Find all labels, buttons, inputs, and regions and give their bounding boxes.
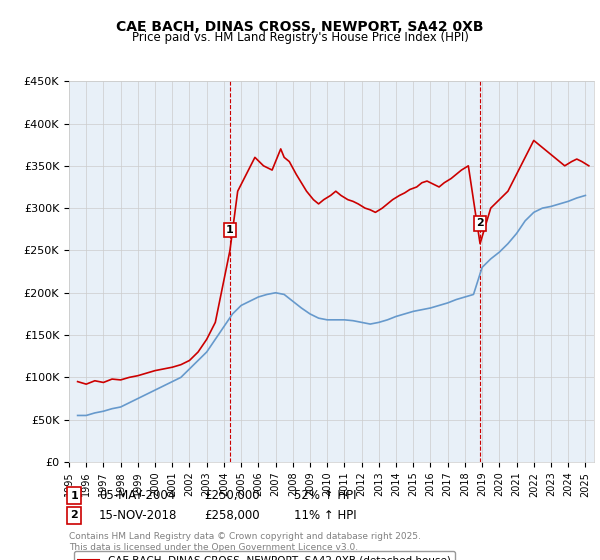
- Text: Contains HM Land Registry data © Crown copyright and database right 2025.
This d: Contains HM Land Registry data © Crown c…: [69, 532, 421, 552]
- Text: 11% ↑ HPI: 11% ↑ HPI: [294, 508, 356, 522]
- Text: 1: 1: [226, 225, 234, 235]
- Text: CAE BACH, DINAS CROSS, NEWPORT, SA42 0XB: CAE BACH, DINAS CROSS, NEWPORT, SA42 0XB: [116, 20, 484, 34]
- Text: 2: 2: [476, 218, 484, 228]
- Text: £250,000: £250,000: [204, 489, 260, 502]
- Text: 52% ↑ HPI: 52% ↑ HPI: [294, 489, 356, 502]
- Text: Price paid vs. HM Land Registry's House Price Index (HPI): Price paid vs. HM Land Registry's House …: [131, 31, 469, 44]
- Text: 2: 2: [70, 510, 78, 520]
- Legend: CAE BACH, DINAS CROSS, NEWPORT, SA42 0XB (detached house), HPI: Average price, d: CAE BACH, DINAS CROSS, NEWPORT, SA42 0XB…: [74, 551, 455, 560]
- Text: 1: 1: [70, 491, 78, 501]
- Text: £258,000: £258,000: [204, 508, 260, 522]
- Text: 05-MAY-2004: 05-MAY-2004: [99, 489, 175, 502]
- Text: 15-NOV-2018: 15-NOV-2018: [99, 508, 178, 522]
